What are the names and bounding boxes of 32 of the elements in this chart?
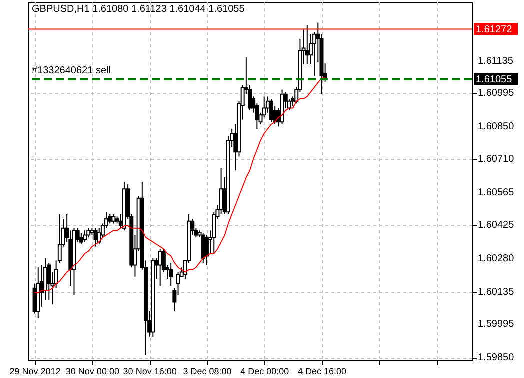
y-tick-label: 1.60280 — [478, 253, 515, 264]
candlestick — [94, 228, 98, 248]
chart-title: GBPUSD,H1 1.61080 1.61123 1.61044 1.61055 — [32, 4, 246, 15]
x-tick-label: 29 Nov 2012 — [10, 366, 61, 376]
x-tick-label: 30 Nov 16:00 — [123, 366, 177, 376]
candlestick — [169, 262, 174, 287]
y-tick-label: 1.59995 — [478, 319, 515, 330]
candlestick — [79, 232, 84, 246]
text: 1.61055 — [476, 74, 513, 86]
candlestick — [47, 262, 52, 300]
x-tick-label: 4 Dec 00:00 — [240, 366, 290, 376]
y-tick-label: 1.60850 — [478, 122, 515, 133]
candlestick — [86, 228, 91, 238]
y-tick-label: 1.60995 — [478, 88, 515, 100]
y-tick-label: 1.60135 — [478, 286, 515, 298]
x-tick-label: 3 Dec 08:00 — [183, 366, 232, 376]
x-tick-label: 4 Dec 16:00 — [298, 366, 347, 376]
y-tick-label: 1.61135 — [478, 56, 514, 67]
candlestick — [305, 24, 310, 65]
y-tick-label: 1.60425 — [478, 220, 515, 231]
candlestick — [83, 230, 88, 243]
y-tick-label: 1.60565 — [478, 188, 515, 199]
y-tick-label: 1.60710 — [478, 154, 515, 166]
x-tick-label: 30 Nov 00:00 — [66, 366, 120, 376]
ref-line-label: 1.61272 — [476, 24, 513, 36]
y-tick-label: 1.59850 — [478, 352, 515, 364]
candlestick — [158, 248, 162, 287]
candlestick — [204, 234, 209, 266]
candlestick — [270, 98, 274, 123]
candlestick — [112, 214, 116, 224]
ref-line-label: #1332640621 sell — [32, 65, 111, 76]
candlestick — [108, 214, 112, 224]
